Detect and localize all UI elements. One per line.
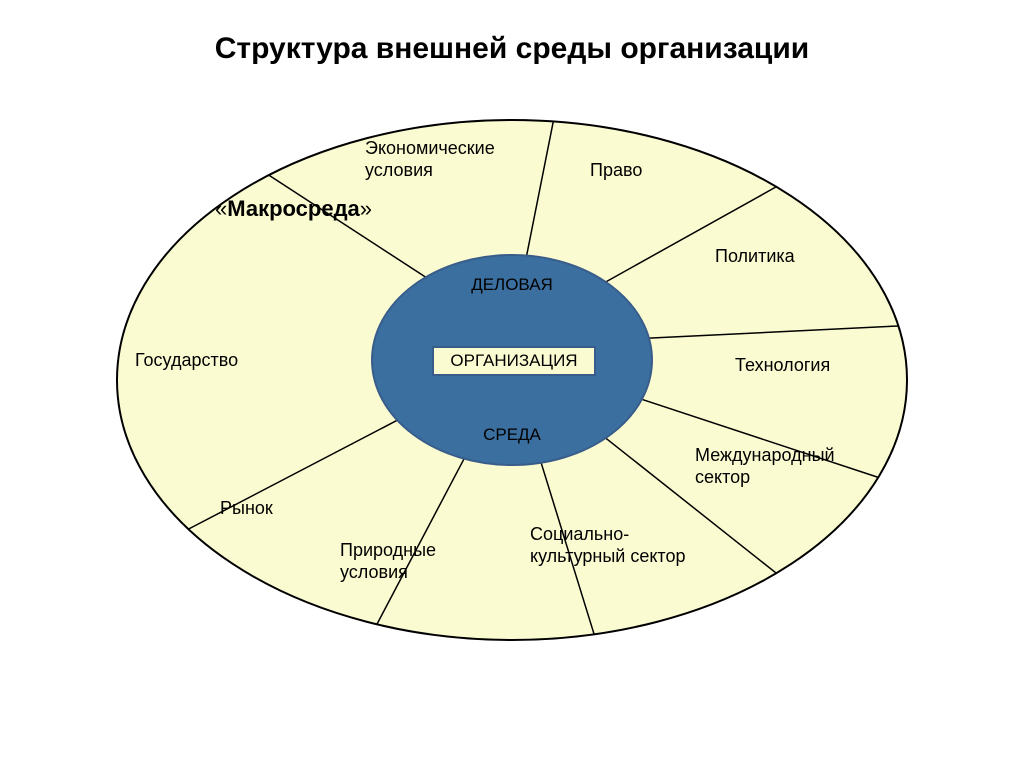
macro-label: «Макросреда»: [215, 196, 372, 222]
diagram-stage: Структура внешней среды организации «Мак…: [0, 0, 1024, 767]
sector-politics: Политика: [715, 246, 795, 268]
diagram-svg: [0, 0, 1024, 767]
sector-nature: Природные условия: [340, 540, 436, 583]
sector-economy: Экономические условия: [365, 138, 495, 181]
inner-top-label: ДЕЛОВАЯ: [452, 275, 572, 295]
sector-market: Рынок: [220, 498, 273, 520]
sector-technology: Технология: [735, 355, 830, 377]
organization-box: ОРГАНИЗАЦИЯ: [432, 346, 596, 376]
sector-state: Государство: [135, 350, 238, 372]
sector-international: Международный сектор: [695, 445, 835, 488]
sector-sociocultural: Социально- культурный сектор: [530, 524, 686, 567]
inner-bottom-label: СРЕДА: [452, 425, 572, 445]
sector-law: Право: [590, 160, 642, 182]
